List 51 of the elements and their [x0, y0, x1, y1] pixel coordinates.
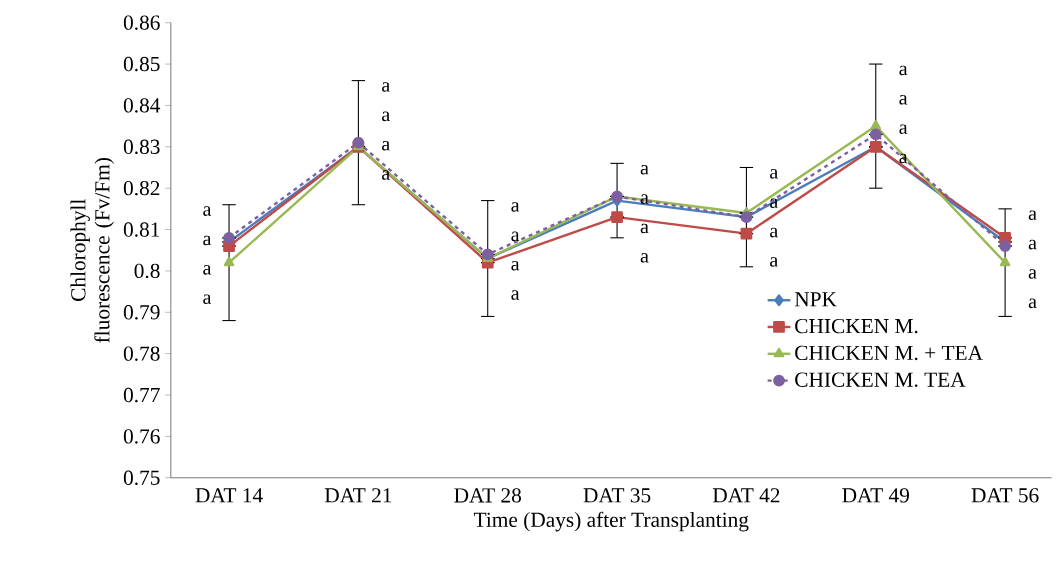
y-tick-label: 0.84: [123, 98, 161, 113]
y-tick-label: 0.78: [123, 346, 160, 362]
annotation: a: [770, 169, 778, 179]
annotation: a: [1028, 240, 1037, 250]
annotation: a: [203, 265, 212, 275]
legend-label: CHICKEN M. + TEA: [795, 345, 983, 361]
y-tick-label: 0.76: [123, 429, 160, 444]
annotation: a: [1028, 269, 1037, 279]
y-tick-label: 0.85: [123, 57, 160, 72]
y-tick-label: 0.81: [123, 222, 160, 238]
y-tick-label: 0.86: [123, 15, 160, 31]
y-tick-label: 0.75: [123, 470, 160, 486]
x-axis-title: Time (Days) after Transplanting: [473, 512, 749, 532]
legend-label: CHICKEN M. TEA: [795, 372, 966, 388]
annotation: a: [511, 202, 520, 212]
annotation: a: [640, 165, 649, 175]
y-tick-label: 0.79: [123, 305, 160, 320]
annotation: a: [511, 290, 520, 301]
annotation: a: [1028, 210, 1037, 221]
annotation: a: [640, 253, 649, 263]
annotation: a: [203, 294, 212, 305]
annotation: a: [382, 170, 390, 181]
x-tick-label: DAT 35: [583, 488, 651, 503]
annotation: a: [203, 235, 212, 246]
x-tick-label: DAT 14: [195, 488, 263, 503]
annotation: a: [382, 141, 390, 151]
annotation: a: [382, 82, 390, 93]
annotation: a: [203, 206, 212, 217]
y-axis-title: Chlorophyll fluorescence (Fv/Fm): [70, 158, 114, 343]
annotation: a: [1028, 298, 1037, 309]
annotation: a: [770, 228, 778, 238]
y-tick-label: 0.83: [123, 139, 160, 155]
annotation: a: [899, 65, 908, 76]
annotation: a: [899, 95, 908, 105]
x-tick-label: DAT 21: [324, 488, 392, 503]
x-tick-label: DAT 49: [842, 488, 909, 503]
x-tick-label: DAT 28: [454, 488, 522, 503]
annotation: a: [511, 261, 520, 271]
x-tick-label: DAT 56: [971, 488, 1039, 503]
annotation: a: [640, 194, 649, 205]
legend-label: CHICKEN M.: [795, 319, 918, 334]
annotation: a: [770, 257, 778, 267]
y-tick-label: 0.77: [123, 388, 160, 403]
annotation: a: [640, 223, 649, 234]
y-tick-label: 0.82: [123, 181, 160, 196]
legend-label: NPK: [794, 292, 837, 307]
y-tick-label: 0.8: [134, 263, 160, 279]
annotation: a: [382, 111, 390, 122]
annotation: a: [899, 124, 908, 135]
x-tick-label: DAT 42: [712, 488, 780, 503]
annotation: a: [511, 231, 520, 242]
